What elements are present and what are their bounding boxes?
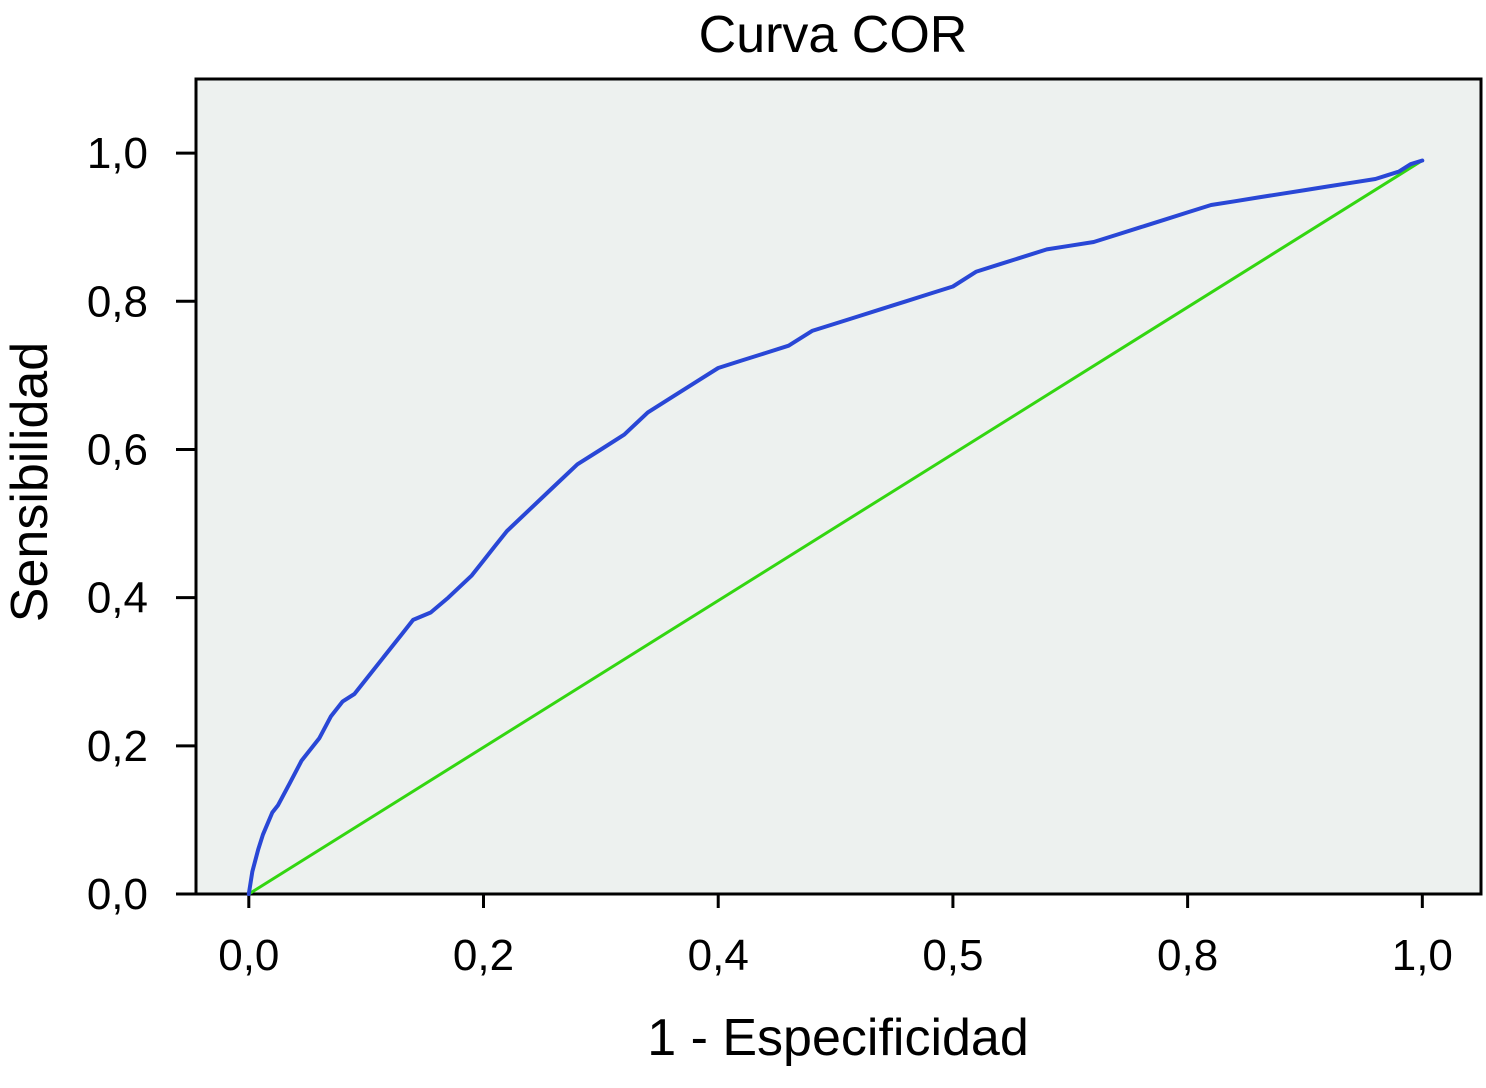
x-tick-label: 0,0: [218, 931, 279, 980]
y-tick-label: 0,2: [87, 722, 148, 771]
x-tick-label: 1,0: [1392, 931, 1453, 980]
x-tick-label: 0,4: [688, 931, 749, 980]
y-tick-label: 0,8: [87, 277, 148, 326]
y-tick-label: 0,6: [87, 425, 148, 474]
x-axis-tick-labels: 0,0 0,2 0,4 0,5 0,8 1,0: [218, 931, 1453, 980]
y-tick-label: 0,0: [87, 870, 148, 919]
y-tick-label: 0,4: [87, 574, 148, 623]
reference-diagonal-line: [247, 159, 1424, 896]
x-axis-title: 1 - Especificidad: [647, 1009, 1029, 1067]
y-axis-title: Sensibilidad: [1, 342, 59, 622]
x-tick-label: 0,5: [922, 931, 983, 980]
x-tick-label: 0,2: [453, 931, 514, 980]
chart-title: Curva COR: [699, 6, 968, 64]
y-axis-tick-labels: 0,0 0,2 0,4 0,6 0,8 1,0: [87, 129, 148, 919]
series-layer: [246, 158, 1425, 896]
tick-marks: [176, 151, 1424, 908]
plot-area: [194, 77, 1483, 896]
x-tick-label: 0,8: [1157, 931, 1218, 980]
y-tick-label: 1,0: [87, 129, 148, 178]
roc-curve-line: [246, 158, 1425, 896]
